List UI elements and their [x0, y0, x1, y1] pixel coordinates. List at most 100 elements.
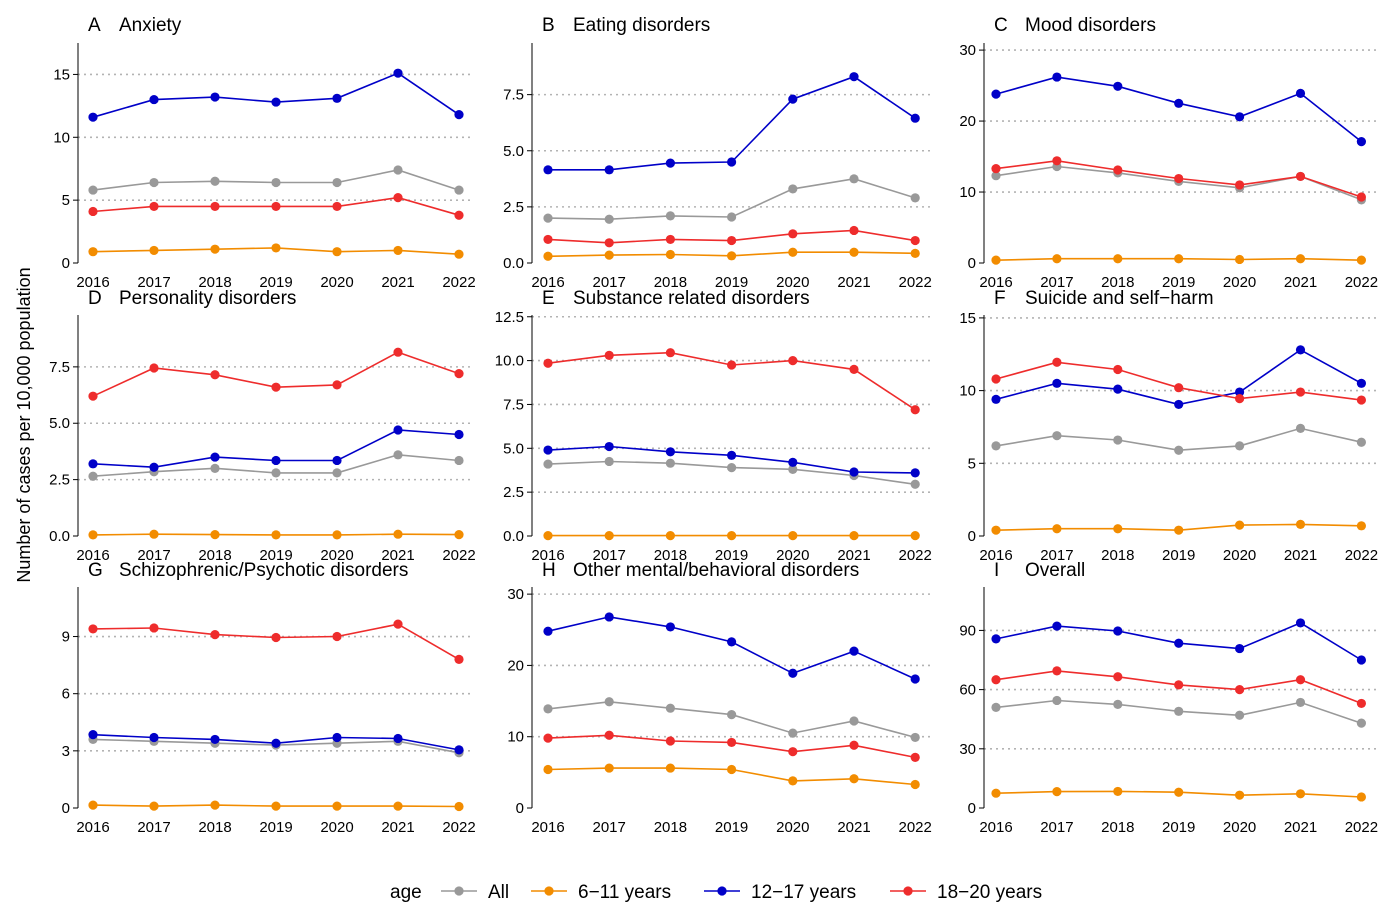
data-point — [454, 801, 464, 812]
data-point — [393, 68, 403, 78]
data-point — [727, 637, 737, 647]
data-point — [543, 358, 553, 368]
data-point — [1235, 112, 1245, 122]
x-tick-label: 2019 — [1162, 547, 1195, 564]
legend-label: 18−20 years — [937, 882, 1042, 903]
data-point — [332, 631, 342, 642]
data-point — [1295, 171, 1306, 182]
legend-label: 12−17 years — [751, 882, 856, 903]
data-point — [454, 455, 464, 466]
panel-letter: G — [88, 560, 103, 581]
x-tick-label: 2022 — [1345, 274, 1378, 291]
y-tick-label: 0 — [968, 255, 976, 272]
data-point — [88, 391, 98, 401]
x-tick-label: 2022 — [442, 547, 475, 564]
x-tick-label: 2022 — [899, 819, 932, 836]
panel-title: Personality disorders — [119, 288, 296, 309]
data-point — [665, 763, 676, 773]
data-point — [393, 193, 403, 203]
data-point — [788, 184, 798, 194]
x-tick-label: 2020 — [776, 819, 809, 836]
data-point — [271, 801, 281, 811]
legend-key-point — [454, 886, 464, 896]
data-point — [149, 732, 159, 743]
data-point — [149, 245, 159, 256]
data-point — [1235, 710, 1245, 720]
data-point — [1235, 790, 1245, 800]
data-point — [1295, 423, 1306, 434]
data-point — [1295, 789, 1306, 799]
data-point — [454, 185, 464, 195]
x-tick-label: 2022 — [1345, 547, 1378, 564]
data-point — [991, 374, 1001, 384]
series-all — [991, 161, 1366, 205]
x-tick-label: 2021 — [837, 274, 870, 291]
data-point — [604, 214, 614, 224]
x-tick-label: 2018 — [654, 819, 687, 836]
data-point — [727, 737, 737, 748]
data-point — [393, 425, 403, 435]
data-point — [88, 185, 98, 195]
x-tick-label: 2019 — [259, 547, 292, 564]
data-point — [1052, 666, 1062, 676]
data-point — [1113, 699, 1123, 710]
data-point — [1174, 383, 1184, 393]
panel-b: B Eating disorders 0.0 2.5 5.0 7.5 2016 2017 201… — [503, 15, 932, 291]
data-point — [849, 774, 859, 784]
x-tick-label: 2020 — [320, 547, 353, 564]
legend-label: 6−11 years — [578, 882, 671, 903]
y-tick-label: 5.0 — [503, 440, 524, 457]
data-point — [788, 728, 798, 738]
data-point — [727, 531, 737, 541]
panel-c: C Mood disorders 0 10 20 30 2016 2017 2018 2019 20… — [959, 15, 1378, 291]
data-point — [88, 471, 98, 481]
x-tick-label: 2020 — [1223, 274, 1256, 291]
data-point — [849, 531, 859, 541]
data-point — [665, 703, 676, 713]
series-6-11-years — [991, 786, 1366, 802]
data-point — [665, 458, 676, 468]
x-tick-label: 2016 — [979, 547, 1012, 564]
data-point — [1113, 254, 1123, 264]
data-point — [910, 752, 920, 762]
series-all — [88, 450, 464, 481]
data-point — [910, 479, 920, 489]
data-point — [665, 447, 676, 457]
data-point — [1356, 655, 1366, 665]
data-point — [1113, 384, 1123, 394]
data-point — [1356, 521, 1366, 531]
y-tick-label: 0 — [968, 528, 976, 545]
y-tick-label: 6 — [62, 686, 70, 703]
data-point — [727, 450, 737, 460]
data-point — [849, 740, 859, 750]
data-point — [393, 529, 403, 539]
panel-letter: D — [88, 288, 102, 309]
data-point — [1356, 255, 1366, 265]
data-point — [910, 732, 920, 743]
series-12-17-years — [88, 68, 464, 122]
series-all — [543, 174, 920, 224]
series-12-17-years — [991, 72, 1366, 147]
series-6-11-years — [543, 247, 920, 261]
data-point — [849, 174, 859, 184]
data-point — [271, 530, 281, 540]
data-point — [1174, 254, 1184, 264]
data-point — [727, 360, 737, 370]
series-18-20-years — [543, 730, 920, 762]
x-tick-label: 2021 — [1284, 547, 1317, 564]
data-point — [1113, 435, 1123, 445]
series-line — [995, 76, 1362, 143]
legend-item-18-20-years: 18−20 years — [890, 882, 1042, 903]
x-tick-label: 2021 — [837, 547, 870, 564]
panel-letter: A — [88, 15, 101, 36]
x-tick-label: 2020 — [320, 819, 353, 836]
data-point — [271, 738, 281, 748]
x-tick-label: 2022 — [899, 547, 932, 564]
data-point — [604, 238, 614, 248]
data-point — [88, 247, 98, 257]
data-point — [332, 247, 342, 257]
x-tick-label: 2017 — [593, 819, 626, 836]
data-point — [727, 235, 737, 246]
x-tick-label: 2021 — [1284, 819, 1317, 836]
